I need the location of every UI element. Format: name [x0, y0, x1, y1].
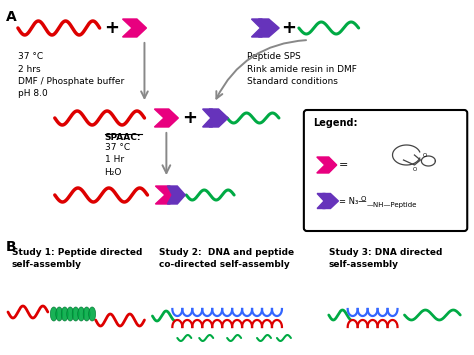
Ellipse shape [61, 307, 68, 321]
Text: Study 1: Peptide directed
self-assembly: Study 1: Peptide directed self-assembly [12, 248, 142, 269]
Text: +: + [282, 19, 296, 37]
Ellipse shape [83, 307, 90, 321]
Polygon shape [123, 19, 146, 37]
Ellipse shape [78, 307, 85, 321]
Polygon shape [167, 186, 185, 204]
Polygon shape [322, 193, 338, 208]
Text: SPAAC:: SPAAC: [105, 133, 141, 142]
Text: A: A [6, 10, 17, 24]
Polygon shape [317, 193, 333, 208]
Polygon shape [258, 19, 279, 37]
Polygon shape [202, 109, 222, 127]
Ellipse shape [67, 307, 74, 321]
Text: —NH—Peptide: —NH—Peptide [366, 202, 417, 208]
Text: 37 °C
1 Hr
H₂O: 37 °C 1 Hr H₂O [105, 143, 130, 177]
Text: O: O [361, 196, 366, 202]
Text: +: + [104, 19, 119, 37]
Polygon shape [155, 186, 179, 204]
Ellipse shape [50, 307, 57, 321]
Text: Legend:: Legend: [313, 118, 357, 128]
Polygon shape [155, 109, 178, 127]
Text: 37 °C
2 hrs
DMF / Phosphate buffer
pH 8.0: 37 °C 2 hrs DMF / Phosphate buffer pH 8.… [18, 52, 124, 98]
Text: B: B [6, 240, 17, 254]
Text: O: O [412, 167, 417, 172]
Text: Peptide SPS
Rink amide resin in DMF
Standard conditions: Peptide SPS Rink amide resin in DMF Stan… [247, 52, 357, 86]
Text: Study 3: DNA directed
self-assembly: Study 3: DNA directed self-assembly [329, 248, 442, 269]
Text: Study 2:  DNA and peptide
co-directed self-assembly: Study 2: DNA and peptide co-directed sel… [159, 248, 294, 269]
Ellipse shape [56, 307, 63, 321]
Text: O: O [422, 153, 427, 158]
Polygon shape [209, 109, 228, 127]
Polygon shape [251, 19, 272, 37]
Text: +: + [182, 109, 197, 127]
Ellipse shape [72, 307, 79, 321]
Text: =: = [339, 160, 348, 170]
Text: = N₃—: = N₃— [339, 197, 366, 206]
FancyBboxPatch shape [304, 110, 467, 231]
Polygon shape [317, 157, 337, 173]
Ellipse shape [89, 307, 96, 321]
